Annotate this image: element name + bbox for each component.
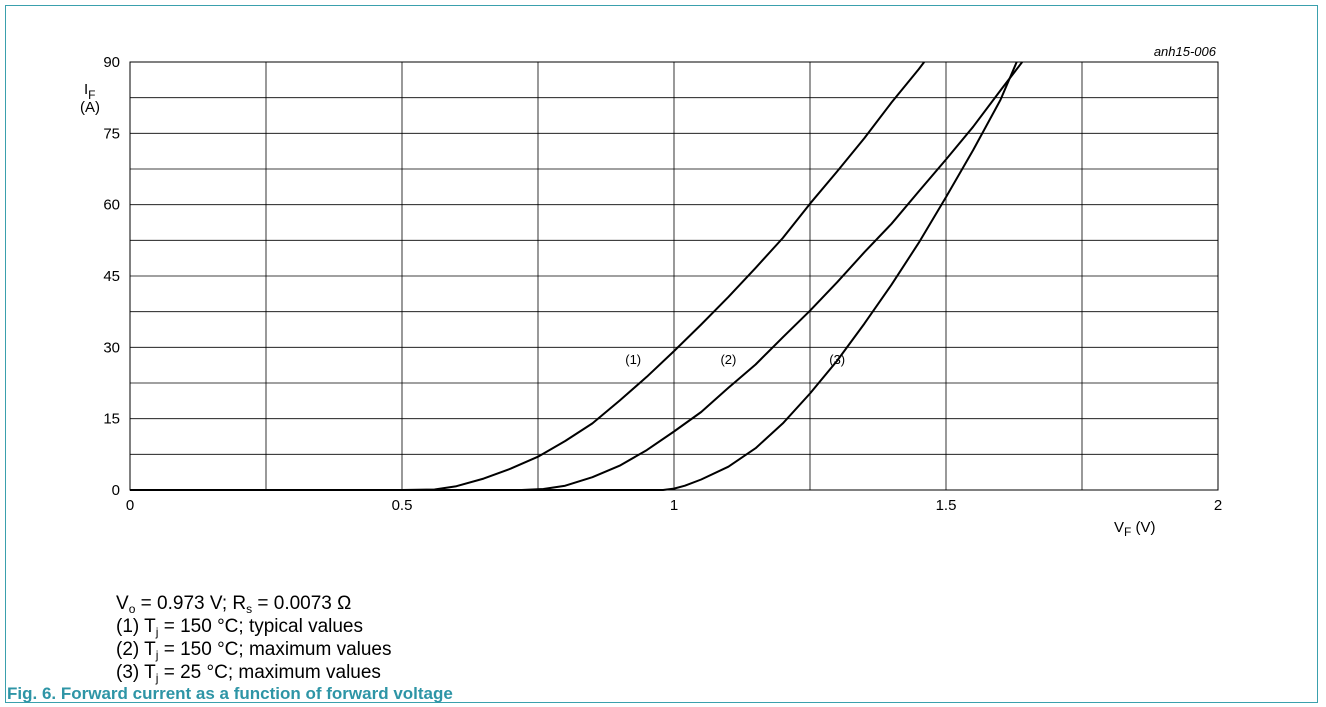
series-label-1: (1) xyxy=(625,352,641,367)
y-tick-label: 75 xyxy=(103,125,120,142)
y-axis-unit: (A) xyxy=(80,99,100,116)
axes xyxy=(129,61,1219,491)
chart-notes: Vo = 0.973 V; Rs = 0.0073 Ω (1) Tj = 150… xyxy=(116,592,391,684)
x-axis-label: VF (V) xyxy=(1114,519,1156,539)
x-tick-label: 0 xyxy=(126,497,134,514)
chart-labels: 0 0.5 1 1.5 2 0 15 30 45 60 75 90 IF(A) VF (V) anh15-0… xyxy=(80,44,1222,539)
note-line: (3) Tj = 25 °C; maximum values xyxy=(116,662,381,685)
grid xyxy=(129,61,1219,491)
series-lines xyxy=(130,61,1023,491)
series-line-1 xyxy=(130,61,925,491)
series-line-2 xyxy=(130,61,1023,491)
x-tick-label: 1 xyxy=(670,497,678,514)
x-tick-label: 0.5 xyxy=(392,497,413,514)
figure-frame xyxy=(5,5,1318,703)
x-tick-label: 2 xyxy=(1214,497,1222,514)
series-label-2: (2) xyxy=(720,352,736,367)
x-tick-label: 1.5 xyxy=(936,497,957,514)
y-tick-label: 0 xyxy=(112,482,120,499)
figure-id-label: anh15-006 xyxy=(1154,44,1217,59)
y-tick-label: 60 xyxy=(103,197,120,214)
note-line: (1) Tj = 150 °C; typical values xyxy=(116,616,364,639)
y-tick-label: 45 xyxy=(103,268,120,285)
y-axis-label: IF xyxy=(84,81,96,102)
y-tick-label: 30 xyxy=(103,339,120,356)
series-line-3 xyxy=(130,61,1018,491)
y-tick-label: 15 xyxy=(103,411,120,428)
note-line: Vo = 0.973 V; Rs = 0.0073 Ω xyxy=(116,593,352,616)
figure-caption: Fig. 6. Forward current as a function of… xyxy=(7,684,453,703)
note-line: (2) Tj = 150 °C; maximum values xyxy=(116,639,392,662)
series-label-3: (3) xyxy=(829,352,845,367)
y-tick-label: 90 xyxy=(103,54,120,71)
plot-border xyxy=(129,61,1219,491)
